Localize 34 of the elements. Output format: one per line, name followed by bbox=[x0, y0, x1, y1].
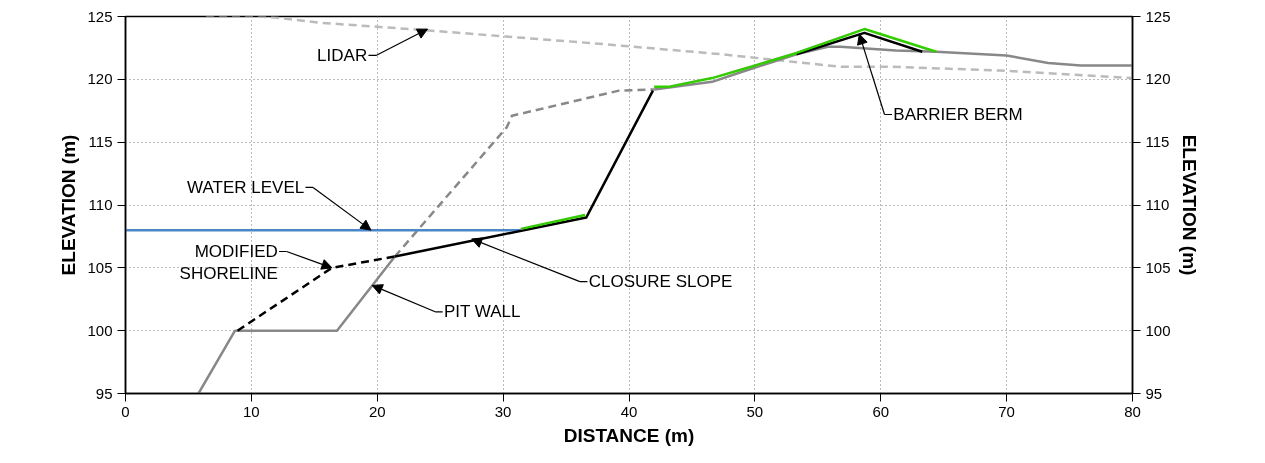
annotation: BARRIER BERM bbox=[893, 105, 1023, 125]
annotation: CLOSURE SLOPE bbox=[588, 272, 733, 292]
annotation: PIT WALL bbox=[443, 302, 521, 322]
x-tick-label: 0 bbox=[121, 402, 130, 420]
y-axis-title: ELEVATION (m) bbox=[58, 134, 80, 276]
x-tick-label: 50 bbox=[746, 402, 764, 420]
y2-tick-label: 125 bbox=[1145, 7, 1171, 25]
y2-tick-label: 120 bbox=[1145, 70, 1171, 88]
x-tick-label: 70 bbox=[998, 402, 1015, 420]
line-series bbox=[652, 27, 938, 89]
y2-tick-label: 115 bbox=[1145, 133, 1170, 151]
y-tick-label: 125 bbox=[87, 7, 113, 25]
x-tick-label: 40 bbox=[620, 402, 638, 420]
y2-tick-label: 110 bbox=[1145, 196, 1170, 213]
x-tick-label: 60 bbox=[872, 402, 890, 420]
annotation: WATER LEVEL bbox=[187, 177, 305, 197]
y-tick-label: 120 bbox=[87, 70, 113, 88]
y-tick-label: 115 bbox=[88, 133, 113, 151]
line-series bbox=[204, 16, 1133, 80]
y-tick-label: 100 bbox=[87, 321, 113, 339]
x-tick-label: 30 bbox=[494, 402, 512, 420]
x-tick-label: 20 bbox=[368, 402, 386, 420]
annotation: MODIFIED SHORELINE bbox=[179, 242, 278, 283]
y-tick-label: 105 bbox=[87, 258, 113, 276]
y-tick-label: 110 bbox=[88, 196, 113, 213]
x-tick-label: 80 bbox=[1124, 402, 1141, 420]
y2-axis-title: ELEVATION (m) bbox=[1178, 134, 1200, 276]
y-tick-label: 95 bbox=[95, 384, 113, 402]
annotation: LIDAR bbox=[317, 45, 368, 65]
y2-tick-label: 105 bbox=[1145, 258, 1171, 276]
y2-tick-label: 100 bbox=[1145, 321, 1171, 339]
x-axis-title: DISTANCE (m) bbox=[563, 424, 695, 446]
x-tick-label: 10 bbox=[243, 402, 260, 420]
y2-tick-label: 95 bbox=[1145, 384, 1163, 402]
